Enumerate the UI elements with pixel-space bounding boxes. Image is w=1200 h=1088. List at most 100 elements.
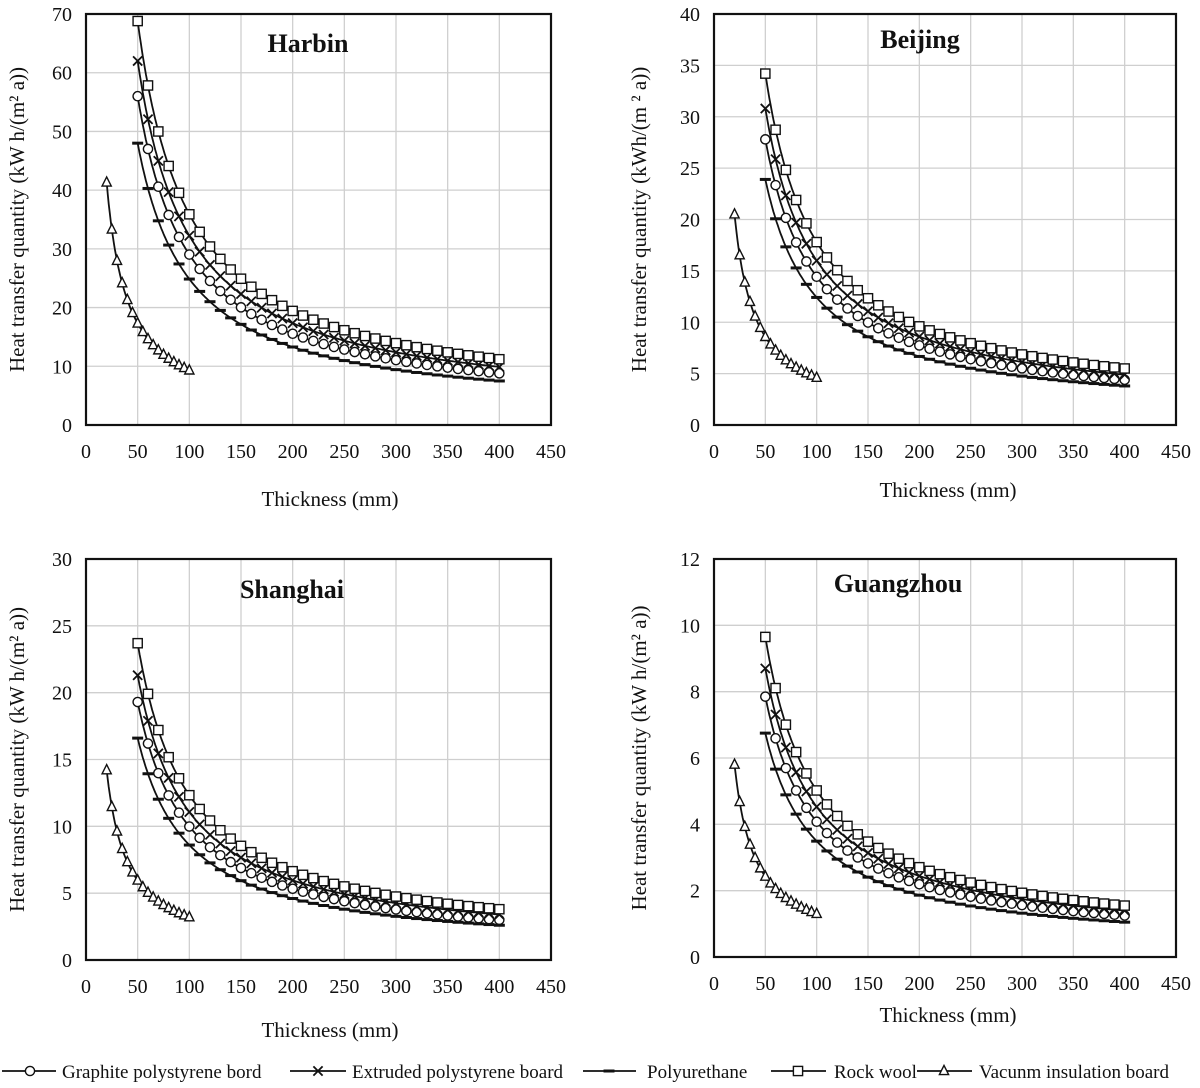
- y-tick-label: 4: [690, 814, 700, 836]
- plot-frame: [84, 12, 553, 427]
- data-point-circle: [401, 356, 412, 368]
- data-point-square: [452, 348, 464, 360]
- data-point-cross: [955, 344, 966, 355]
- data-point-square: [842, 275, 853, 287]
- data-point-triangle: [769, 881, 782, 894]
- data-point-square: [463, 350, 474, 361]
- data-point-circle: [1098, 908, 1110, 920]
- data-point-cross: [132, 670, 143, 681]
- data-point-circle: [903, 875, 915, 887]
- data-point-square: [246, 846, 257, 858]
- data-point-cross: [903, 327, 915, 338]
- data-point-circle: [862, 317, 874, 328]
- data-point-triangle: [152, 343, 165, 355]
- data-point-cross: [235, 852, 247, 863]
- data-point-circle: [204, 275, 216, 287]
- x-tick-label: 100: [802, 973, 832, 995]
- data-point-cross: [790, 766, 802, 778]
- x-tick-label: 350: [1058, 441, 1088, 463]
- x-tick-label: 200: [278, 976, 308, 998]
- data-point-circle: [975, 893, 987, 905]
- data-point-cross: [235, 288, 247, 300]
- series-triangle: [728, 207, 823, 383]
- data-point-square: [821, 252, 833, 263]
- data-point-triangle: [121, 292, 134, 305]
- x-tick-label: 300: [1007, 973, 1037, 995]
- data-point-square: [266, 857, 278, 869]
- data-point-circle: [421, 907, 433, 919]
- data-point-circle: [821, 827, 833, 839]
- data-point-cross: [801, 238, 812, 249]
- data-point-triangle: [152, 894, 165, 906]
- data-point-square: [349, 327, 360, 339]
- data-point-cross: [821, 269, 833, 280]
- data-point-circle: [349, 897, 360, 909]
- data-point-cross: [163, 772, 174, 784]
- legend-marker-circle: [24, 1065, 36, 1077]
- data-point-cross: [873, 312, 884, 323]
- data-point-square: [1016, 887, 1028, 899]
- data-point-square: [184, 208, 195, 220]
- data-point-square: [442, 347, 453, 358]
- data-point-square: [318, 875, 329, 887]
- y-tick-label: 20: [680, 210, 700, 232]
- data-point-square: [780, 164, 792, 176]
- legend-label: Polyurethane: [647, 1062, 747, 1083]
- y-axis-title: Heat transfer quantity (kW h/(m² a)): [627, 605, 651, 910]
- y-tick-label: 15: [52, 750, 72, 772]
- legend-item-circle: Graphite polystyrene bord: [2, 1062, 262, 1083]
- series-square: [132, 637, 505, 915]
- data-point-square: [153, 724, 164, 736]
- x-tick-label: 450: [536, 976, 566, 998]
- data-point-triangle: [739, 275, 751, 287]
- x-tick-label: 50: [755, 973, 775, 995]
- series-dash: [759, 731, 1131, 924]
- data-point-square: [831, 264, 843, 276]
- data-point-square: [862, 836, 874, 847]
- data-point-cross: [370, 342, 381, 354]
- data-point-triangle: [749, 309, 761, 321]
- data-point-square: [996, 345, 1007, 356]
- y-tick-label: 0: [62, 415, 72, 437]
- data-point-triangle: [744, 837, 756, 849]
- data-point-circle: [163, 209, 174, 221]
- y-tick-label: 6: [690, 748, 700, 770]
- series-cross: [132, 670, 505, 920]
- data-point-circle: [494, 368, 505, 379]
- data-point-circle: [1047, 367, 1059, 378]
- data-point-triangle: [173, 358, 185, 370]
- data-point-circle: [996, 896, 1007, 908]
- y-tick-label: 60: [52, 63, 72, 85]
- data-point-circle: [883, 867, 894, 879]
- data-point-cross: [821, 814, 833, 825]
- x-tick-label: 300: [1007, 441, 1037, 463]
- x-tick-label: 200: [904, 973, 934, 995]
- data-point-cross: [780, 190, 792, 201]
- x-tick-label: 200: [278, 441, 308, 463]
- data-point-circle: [872, 322, 884, 334]
- data-point-circle: [318, 338, 329, 350]
- data-point-square: [297, 869, 309, 881]
- data-point-cross: [349, 338, 360, 349]
- data-point-square: [944, 871, 956, 883]
- x-tick-label: 250: [956, 441, 986, 463]
- data-point-circle: [842, 303, 853, 314]
- data-point-square: [173, 773, 185, 784]
- x-tick-label: 350: [433, 441, 463, 463]
- data-point-triangle: [790, 360, 802, 372]
- data-point-triangle: [100, 175, 113, 187]
- data-point-cross: [790, 217, 802, 228]
- data-point-cross: [328, 332, 340, 343]
- data-point-square: [903, 857, 915, 869]
- data-point-square: [432, 345, 443, 357]
- data-point-triangle: [131, 873, 144, 885]
- y-tick-label: 25: [680, 158, 700, 180]
- data-point-circle: [790, 237, 802, 248]
- series-cross: [132, 55, 505, 373]
- data-point-triangle: [775, 886, 787, 899]
- y-axis-title: Heat transfer quantity (kW h/(m² a)): [5, 67, 29, 372]
- data-point-circle: [184, 249, 195, 260]
- data-point-cross: [831, 280, 843, 292]
- data-point-square: [1026, 350, 1038, 362]
- series-triangle: [728, 757, 823, 919]
